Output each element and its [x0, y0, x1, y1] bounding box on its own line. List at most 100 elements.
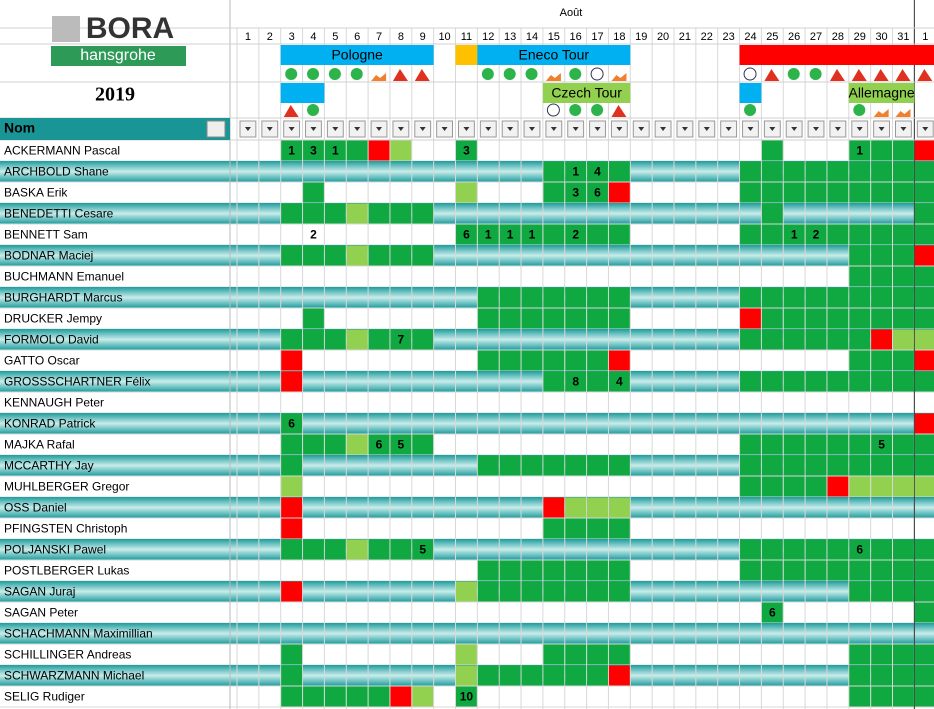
- race-banner: [739, 83, 762, 103]
- schedule-cell: [456, 140, 477, 161]
- schedule-cell: [871, 560, 892, 581]
- row-band: [0, 371, 934, 392]
- logo-box: [51, 46, 186, 66]
- schedule-cell: [346, 140, 368, 161]
- schedule-cell: [827, 476, 849, 497]
- schedule-cell: [849, 665, 871, 686]
- filter-arrow: [244, 127, 251, 131]
- schedule-cell: [914, 308, 934, 329]
- cell-value: 5: [878, 438, 885, 452]
- schedule-cell: [477, 455, 499, 476]
- schedule-cell: [740, 224, 761, 245]
- schedule-cell: [456, 224, 477, 245]
- schedule-cell: [499, 350, 521, 371]
- logo-text: BORA: [86, 12, 174, 45]
- filter-arrow: [288, 127, 295, 131]
- schedule-cell: [543, 224, 565, 245]
- rider-name: SAGAN Peter: [4, 606, 78, 620]
- schedule-cell: [805, 560, 827, 581]
- schedule-cell: [871, 350, 892, 371]
- day-label: 17: [591, 31, 603, 43]
- schedule-cell: [303, 329, 324, 350]
- schedule-cell: [608, 308, 630, 329]
- schedule-cell: [608, 182, 630, 203]
- rider-name: BENEDETTI Cesare: [4, 207, 114, 221]
- cell-value: 4: [594, 165, 601, 179]
- schedule-cell: [893, 665, 914, 686]
- race-name: Pologne: [331, 47, 383, 63]
- schedule-cell: [281, 413, 303, 434]
- schedule-cell: [521, 350, 543, 371]
- cell-value: 6: [769, 606, 776, 620]
- cells: 1 3 1 3 1 1 4 3 6 2 6 1 1 1 2 1 2 7 8 4 6 6 5 5 5 6 6 10: [281, 140, 934, 707]
- day-label: 15: [548, 31, 560, 43]
- schedule-cell: [914, 665, 934, 686]
- schedule-cell: [390, 329, 412, 350]
- schedule-cell: [827, 329, 849, 350]
- schedule-cell: [608, 497, 630, 518]
- schedule-cell: [871, 308, 892, 329]
- schedule-cell: [827, 371, 849, 392]
- stage-icon: [414, 69, 430, 81]
- cell-value: 6: [594, 186, 601, 200]
- schedule-cell: [456, 581, 477, 602]
- schedule-cell: [740, 434, 761, 455]
- schedule-cell: [565, 182, 587, 203]
- stage-icon: [611, 73, 627, 81]
- schedule-cell: [565, 644, 587, 665]
- schedule-cell: [761, 182, 783, 203]
- day-label: 1: [922, 31, 928, 43]
- schedule-cell: [914, 686, 934, 707]
- cell-value: 1: [332, 144, 339, 158]
- schedule-cell: [761, 476, 783, 497]
- stage-icon: [307, 68, 320, 80]
- schedule-cell: [849, 224, 871, 245]
- year: 2019: [95, 84, 135, 106]
- schedule-cell: [281, 644, 303, 665]
- schedule-cell: [871, 434, 892, 455]
- filter-arrow: [332, 127, 339, 131]
- cell-value: 3: [463, 144, 470, 158]
- day-label: 30: [875, 31, 887, 43]
- schedule-cell: [761, 329, 783, 350]
- schedule-cell: [324, 140, 346, 161]
- row-band: [0, 455, 934, 476]
- schedule-cell: [281, 350, 303, 371]
- stage-icon: [525, 68, 538, 80]
- day-label: 27: [810, 31, 822, 43]
- cell-value: 6: [856, 543, 863, 557]
- schedule-cell: [805, 539, 827, 560]
- sort-button[interactable]: [206, 120, 226, 138]
- schedule-cell: [565, 455, 587, 476]
- schedule-cell: [587, 287, 608, 308]
- schedule-cell: [914, 287, 934, 308]
- schedule-cell: [608, 665, 630, 686]
- schedule-cell: [871, 539, 892, 560]
- stage-icon: [307, 104, 320, 116]
- schedule-cell: [783, 161, 805, 182]
- schedule-cell: [543, 161, 565, 182]
- stage-icon: [371, 73, 387, 81]
- schedule-cell: [565, 308, 587, 329]
- schedule-cell: [914, 455, 934, 476]
- schedule-cell: [871, 266, 892, 287]
- schedule-cell: [893, 161, 914, 182]
- schedule-cell: [805, 434, 827, 455]
- schedule-cell: [499, 287, 521, 308]
- schedule-cell: [783, 371, 805, 392]
- logo: BORA hansgrohe: [51, 12, 186, 66]
- schedule-cell: [783, 308, 805, 329]
- schedule-cell: [521, 560, 543, 581]
- schedule-cell: [871, 329, 892, 350]
- rider-name: MAJKA Rafal: [4, 438, 75, 452]
- schedule-cell: [456, 644, 477, 665]
- schedule-cell: [761, 140, 783, 161]
- schedule-cell: [849, 266, 871, 287]
- day-label: 13: [504, 31, 516, 43]
- schedule-cell: [805, 371, 827, 392]
- race-banner: [455, 45, 478, 65]
- schedule-cell: [499, 665, 521, 686]
- schedule-cell: [893, 224, 914, 245]
- stage-icon: [895, 109, 911, 117]
- schedule-cell: [521, 581, 543, 602]
